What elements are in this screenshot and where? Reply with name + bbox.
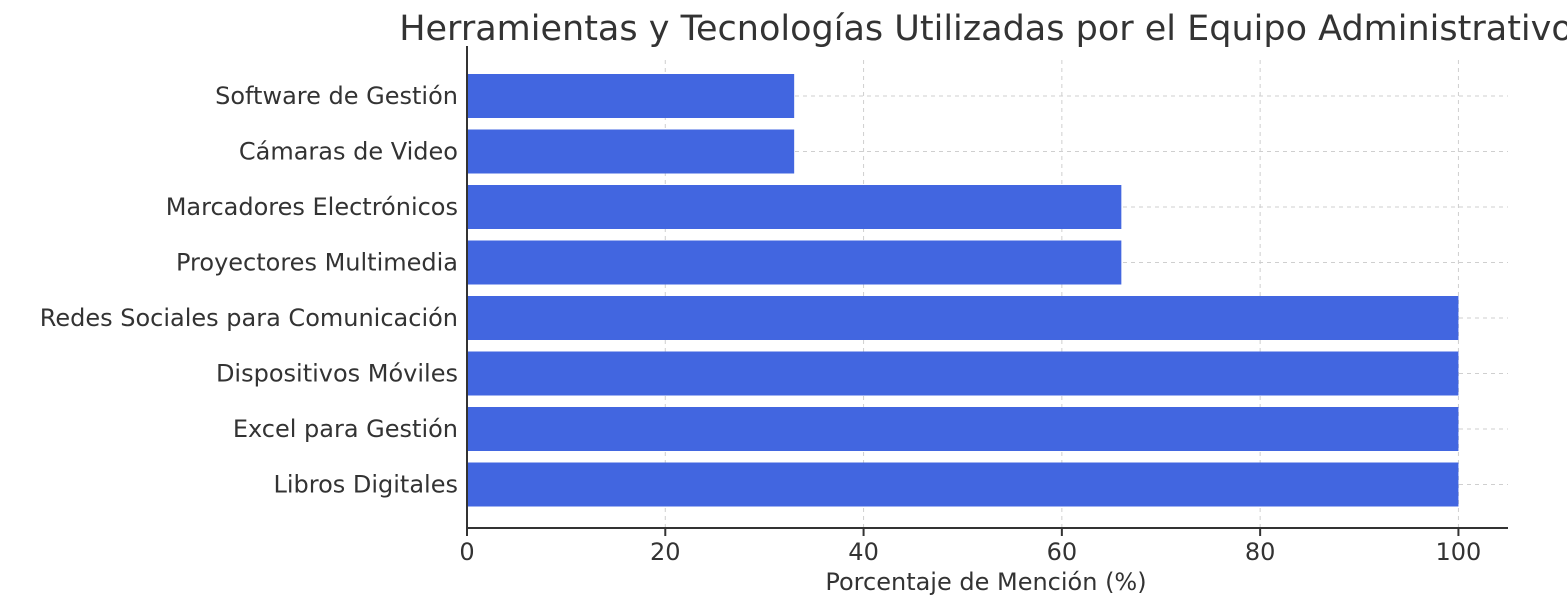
- y-tick-label: Proyectores Multimedia: [176, 249, 458, 277]
- bar: [467, 129, 795, 174]
- x-tick-label: 0: [459, 538, 474, 566]
- bar: [467, 407, 1459, 451]
- bar: [467, 185, 1122, 229]
- y-tick-label: Excel para Gestión: [233, 415, 458, 443]
- x-tick-label: 60: [1047, 538, 1078, 566]
- y-tick-label: Redes Sociales para Comunicación: [40, 304, 458, 332]
- y-tick-label: Cámaras de Video: [239, 138, 458, 166]
- bar: [467, 462, 1459, 507]
- bar: [467, 296, 1459, 340]
- bars-layer: [467, 74, 1459, 507]
- x-axis-label: Porcentaje de Mención (%): [825, 568, 1146, 596]
- y-tick-label: Libros Digitales: [273, 471, 458, 499]
- y-tick-label: Marcadores Electrónicos: [166, 193, 458, 221]
- bar: [467, 74, 795, 118]
- bar: [467, 240, 1122, 285]
- axes-layer: [466, 46, 1508, 536]
- bar: [467, 351, 1459, 396]
- x-tick-label: 100: [1436, 538, 1482, 566]
- y-tick-label: Dispositivos Móviles: [216, 360, 458, 388]
- labels-layer: Software de Gestión Cámaras de Video Marca…: [40, 82, 1482, 566]
- x-tick-label: 20: [650, 538, 681, 566]
- x-tick-label: 80: [1245, 538, 1276, 566]
- y-tick-label: Software de Gestión: [215, 82, 458, 110]
- x-tick-label: 40: [848, 538, 879, 566]
- chart-title: Herramientas y Tecnologías Utilizadas po…: [399, 9, 1567, 49]
